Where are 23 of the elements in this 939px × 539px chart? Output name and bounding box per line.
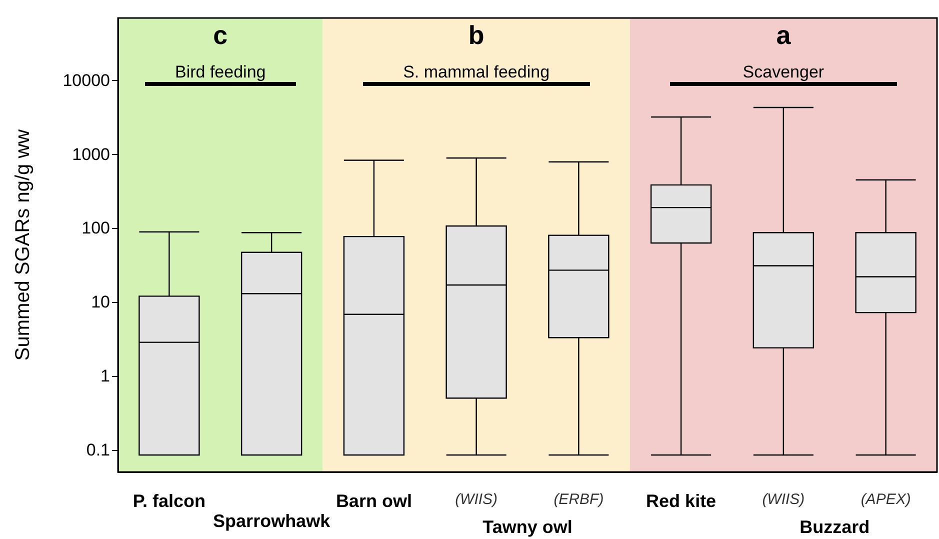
band-label: a xyxy=(776,20,792,50)
y-tick-label: 1 xyxy=(100,366,110,386)
band-label: c xyxy=(213,20,228,50)
y-tick-label: 100 xyxy=(82,218,110,238)
y-tick-label: 10 xyxy=(91,292,110,312)
y-tick-label: 1000 xyxy=(72,144,110,164)
y-axis-title: Summed SGARs ng/g ww xyxy=(12,128,34,361)
x-tick-label: (WIIS) xyxy=(762,491,805,508)
x-tick-label: Barn owl xyxy=(336,491,412,511)
annotation: S. mammal feeding xyxy=(403,62,550,82)
x-tick-label: (APEX) xyxy=(860,491,911,508)
x-tick-label: Sparrowhawk xyxy=(213,511,332,531)
annotation: Scavenger xyxy=(742,62,824,82)
x-tick-label: Red kite xyxy=(646,491,716,511)
text: Tawny owl xyxy=(482,517,572,537)
x-tick-label: P. falcon xyxy=(132,491,206,511)
text: Buzzard xyxy=(800,517,870,537)
y-tick-label: 0.1 xyxy=(86,440,110,460)
y-tick-label: 10000 xyxy=(62,70,110,90)
band-label: b xyxy=(468,20,484,50)
annotation: Bird feeding xyxy=(175,62,266,82)
x-tick-label: (ERBF) xyxy=(554,491,604,508)
x-tick-label: (WIIS) xyxy=(455,491,498,508)
